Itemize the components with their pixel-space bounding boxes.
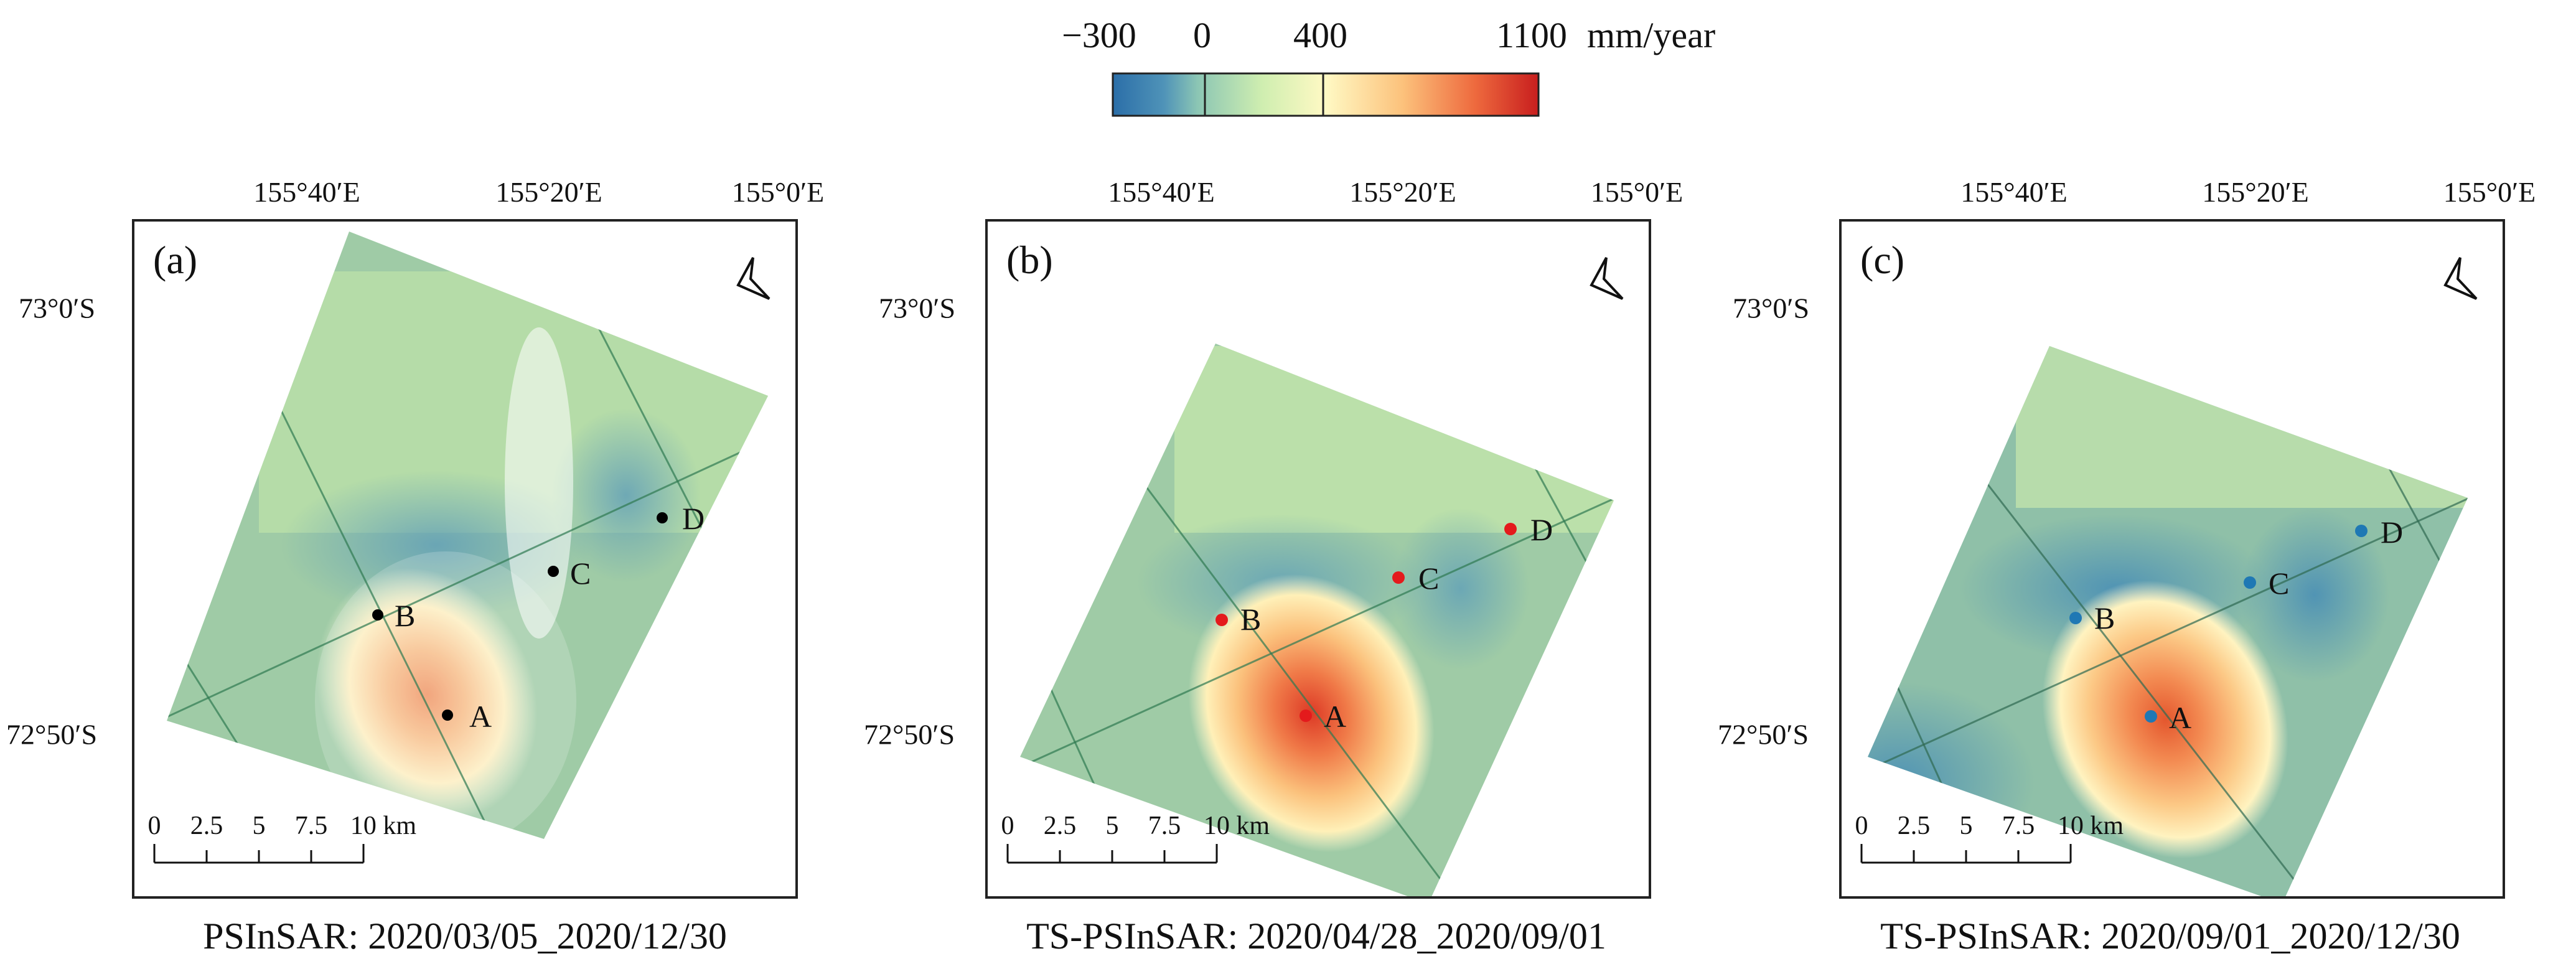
point-a-marker (1300, 710, 1312, 722)
map-frame: (b) A B C D 0 2.5 5 7.5 10 km (985, 219, 1651, 899)
deformation-map (1006, 257, 1624, 896)
point-c-label: C (2269, 566, 2290, 601)
panel-caption: TS-PSInSAR: 2020/09/01_2020/12/30 (1880, 916, 2460, 957)
scale-label-10km: 10 km (2057, 812, 2124, 840)
colorbar-ramp (1112, 72, 1540, 117)
scale-bar (1006, 844, 1218, 864)
scale-bar (1860, 844, 2072, 864)
point-b-marker (1215, 614, 1228, 626)
point-c-marker (1392, 571, 1405, 584)
scale-label-5: 5 (1105, 812, 1119, 840)
scale-label-10km: 10 km (1203, 812, 1270, 840)
point-a-label: A (2169, 700, 2192, 735)
point-c-label: C (570, 556, 591, 591)
scale-label-0: 0 (1001, 812, 1014, 840)
scale-label-7-5: 7.5 (294, 812, 328, 840)
scale-label-7-5: 7.5 (1148, 812, 1181, 840)
scale-label-5: 5 (1959, 812, 1973, 840)
lon-label-3: 155°0′E (1590, 176, 1684, 208)
panel-caption: TS-PSInSAR: 2020/04/28_2020/09/01 (1026, 916, 1606, 957)
point-d-marker (2355, 525, 2368, 537)
colorbar-label-min: −300 (1062, 15, 1136, 55)
point-d-label: D (1530, 512, 1553, 547)
colorbar-unit: mm/year (1587, 15, 1716, 55)
panel-caption: PSInSAR: 2020/03/05_2020/12/30 (203, 916, 727, 957)
lat-label-1: 73°0′S (1733, 292, 1810, 324)
point-b-label: B (395, 598, 416, 633)
north-arrow-icon (736, 257, 770, 300)
deformation-map (153, 232, 770, 864)
scale-bar (153, 844, 365, 864)
point-a-marker (442, 710, 453, 721)
lon-label-1: 155°40′E (1960, 176, 2068, 208)
point-a-marker (2145, 710, 2157, 723)
point-b-label: B (2094, 601, 2115, 635)
scale-label-2-5: 2.5 (190, 812, 223, 840)
lon-label-3: 155°0′E (2443, 176, 2536, 208)
point-b-marker (372, 609, 383, 621)
lon-label-1: 155°40′E (253, 176, 360, 208)
point-a-label: A (469, 699, 492, 734)
colorbar-label-max: 1100 (1496, 15, 1567, 55)
lon-label-3: 155°0′E (731, 176, 825, 208)
point-c-marker (2244, 576, 2256, 589)
point-b-marker (2069, 612, 2082, 624)
scale-label-2-5: 2.5 (1897, 812, 1931, 840)
lon-label-2: 155°20′E (2202, 176, 2309, 208)
point-a-label: A (1324, 699, 1347, 734)
lat-label-1: 73°0′S (879, 292, 956, 324)
lat-label-2: 72°50′S (6, 718, 98, 751)
panel-label: (a) (153, 238, 198, 282)
lon-label-1: 155°40′E (1108, 176, 1215, 208)
lat-label-2: 72°50′S (1718, 718, 1809, 751)
point-c-marker (548, 566, 559, 577)
scale-label-7-5: 7.5 (2002, 812, 2035, 840)
deformation-map (1860, 257, 2478, 896)
point-d-marker (1504, 523, 1517, 535)
colorbar-label-400: 400 (1293, 15, 1347, 55)
north-arrow-icon (2443, 257, 2478, 300)
scale-label-0: 0 (1855, 812, 1868, 840)
point-d-marker (657, 512, 668, 523)
lat-label-2: 72°50′S (864, 718, 955, 751)
north-arrow-icon (1590, 257, 1624, 300)
point-b-label: B (1240, 602, 1262, 637)
panel-label: (b) (1006, 238, 1053, 282)
scale-label-10km: 10 km (350, 812, 417, 840)
scale-label-2-5: 2.5 (1043, 812, 1077, 840)
lon-label-2: 155°20′E (1349, 176, 1456, 208)
map-frame: (a) A B C D 0 2.5 5 7.5 10 km (132, 219, 798, 899)
scale-label-5: 5 (252, 812, 266, 840)
panel-label: (c) (1860, 238, 1905, 282)
colorbar-label-zero: 0 (1193, 15, 1211, 55)
lon-label-2: 155°20′E (495, 176, 602, 208)
lat-label-1: 73°0′S (19, 292, 96, 324)
point-d-label: D (2381, 515, 2404, 550)
map-frame: (c) A B C D 0 2.5 5 7.5 10 km (1839, 219, 2505, 899)
scale-label-0: 0 (148, 812, 161, 840)
point-d-label: D (682, 501, 705, 536)
point-c-label: C (1418, 561, 1440, 596)
